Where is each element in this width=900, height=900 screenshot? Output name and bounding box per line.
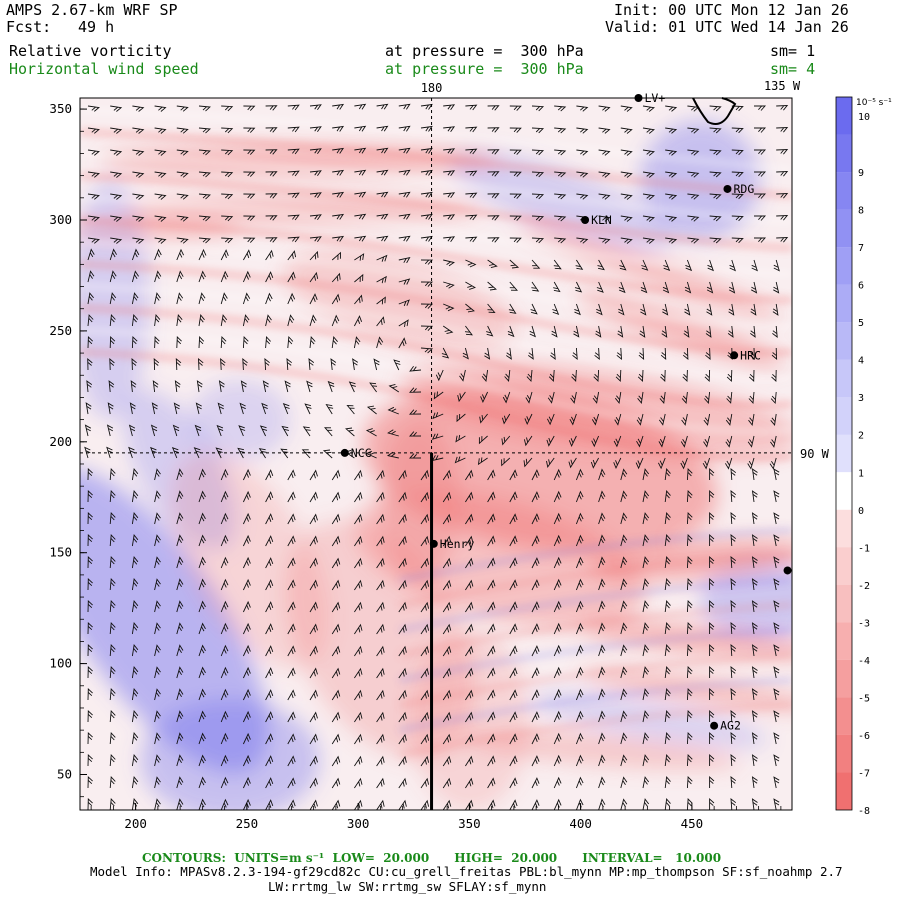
station-label: Henry — [440, 537, 475, 551]
colorbar-swatch — [836, 209, 852, 248]
colorbar-swatch — [836, 659, 852, 698]
field1-name: Relative vorticity — [9, 42, 172, 60]
station-label: NCC — [351, 446, 372, 460]
x-tick-label: 200 — [124, 816, 147, 831]
forecast-hour: 49 h — [78, 18, 115, 36]
valid-time: Valid: 01 UTC Wed 14 Jan 26 — [605, 18, 849, 36]
station-dot — [340, 448, 349, 457]
colorbar-label: 5 — [858, 318, 864, 329]
x-tick-label: 400 — [569, 816, 592, 831]
y-tick-label: 50 — [57, 767, 72, 782]
model-info: Model Info: MPASv8.2.3-194-gf29cd82c CU:… — [90, 864, 843, 879]
colorbar-swatch — [836, 397, 852, 435]
colorbar-swatch — [836, 434, 852, 473]
colorbar-swatch — [836, 772, 852, 810]
colorbar-label: -2 — [858, 581, 870, 592]
colorbar-label: 6 — [858, 281, 864, 292]
y-tick-label: 100 — [49, 656, 72, 671]
x-tick-label: 300 — [347, 816, 370, 831]
colorbar-swatch — [836, 134, 852, 173]
contour-info: CONTOURS: UNITS=m s⁻¹ LOW= 20.000 HIGH= … — [142, 851, 722, 865]
field1-level: at pressure = 300 hPa — [385, 42, 584, 60]
colorbar-swatch — [836, 284, 852, 323]
station-label: HRC — [740, 348, 761, 362]
map-frame — [79, 97, 793, 811]
station-dot — [783, 566, 792, 575]
station-label: RDG — [733, 182, 754, 196]
colorbar-label: 9 — [858, 168, 864, 179]
station-label: AG2 — [720, 719, 741, 733]
model-title: AMPS 2.67-km WRF SP — [6, 1, 178, 19]
colorbar-swatch — [836, 584, 852, 623]
colorbar-swatch — [836, 509, 852, 548]
x-tick-label: 350 — [458, 816, 481, 831]
colorbar-label: 10 — [858, 112, 870, 123]
field1-smoothing: sm= 1 — [770, 42, 816, 60]
colorbar-swatch — [836, 97, 852, 135]
field2-smoothing: sm= 4 — [770, 60, 816, 78]
colorbar-swatch — [836, 472, 852, 510]
x-tick-label: 250 — [236, 816, 259, 831]
vorticity-field — [80, 98, 792, 810]
station-dot — [730, 351, 739, 360]
x-tick-label: 450 — [681, 816, 704, 831]
colorbar-label: 0 — [858, 506, 864, 517]
station-label: KLN — [591, 213, 612, 227]
colorbar-swatch — [836, 172, 852, 210]
meridian-90w-label: 90 W — [800, 447, 830, 461]
model-info-physics: LW:rrtmg_lw SW:rrtmg_sw SFLAY:sf_mynn — [268, 879, 547, 894]
wind-barbs — [84, 103, 789, 810]
colorbar-label: 7 — [858, 243, 864, 254]
y-tick-label: 150 — [49, 545, 72, 560]
colorbar-swatch — [836, 697, 852, 735]
field2-name: Horizontal wind speed — [9, 60, 199, 78]
field2-level: at pressure = 300 hPa — [385, 60, 584, 78]
colorbar-swatch — [836, 622, 852, 660]
colorbar-swatch — [836, 547, 852, 585]
colorbar-swatch — [836, 247, 852, 285]
y-tick-label: 250 — [49, 323, 72, 338]
init-time: Init: 00 UTC Mon 12 Jan 26 — [614, 1, 849, 19]
y-tick-label: 200 — [49, 434, 72, 449]
colorbar-label: -3 — [858, 618, 870, 629]
colorbar-label: 3 — [858, 393, 864, 404]
station-dot — [634, 94, 643, 102]
colorbar-unit: 10⁻⁵ s⁻¹ — [856, 98, 892, 108]
station-label: LV+ — [644, 91, 665, 105]
colorbar-label: -7 — [858, 768, 870, 779]
y-tick-label: 350 — [49, 101, 72, 116]
colorbar-label: 4 — [858, 356, 864, 367]
colorbar-label: 1 — [858, 468, 864, 479]
station-dot — [581, 215, 590, 224]
y-tick-label: 300 — [49, 212, 72, 227]
station-dot — [710, 721, 719, 730]
colorbar-swatch — [836, 734, 852, 773]
forecast-label: Fcst: — [6, 18, 52, 36]
colorbar-label: -5 — [858, 693, 870, 704]
meridian-135w-label: 135 W — [764, 79, 801, 93]
colorbar-label: -4 — [858, 656, 870, 667]
meridian-180-label: 180 — [421, 81, 443, 95]
colorbar-label: 2 — [858, 431, 864, 442]
colorbar-label: -8 — [858, 806, 870, 817]
station-dot — [723, 184, 732, 193]
station-dot — [429, 539, 438, 548]
colorbar-label: -6 — [858, 731, 870, 742]
station-markers: LV+ RDG KLN HRC NCC Henry AG2 — [340, 91, 792, 733]
colorbar-swatch — [836, 359, 852, 398]
colorbar-swatch — [836, 322, 852, 360]
colorbar-label: 8 — [858, 206, 864, 217]
colorbar-label: -1 — [858, 543, 870, 554]
axis-ticks: 200 250 300 350 400 450 350 300 250 200 150 100 50 — [49, 101, 782, 831]
map-lines: 180 135 W 90 W — [80, 79, 830, 810]
